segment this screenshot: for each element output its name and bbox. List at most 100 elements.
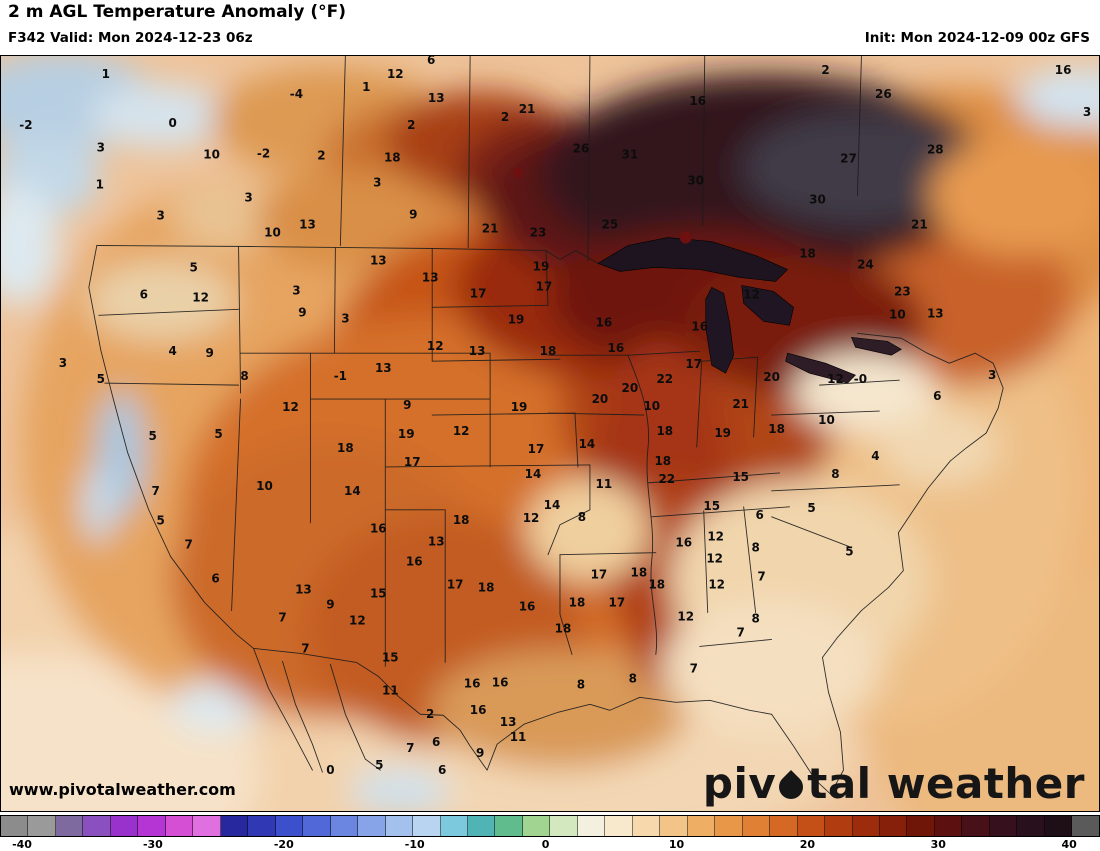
map-value-label: 13 (469, 344, 486, 358)
colorbar-segment (1044, 816, 1073, 836)
map-value-label: 7 (301, 641, 309, 655)
map-value-label: 11 (510, 730, 527, 744)
colorbar-segment (385, 816, 414, 836)
map-value-label: 13 (422, 270, 439, 284)
map-value-label: 4 (169, 344, 177, 358)
map-value-label: -1 (334, 369, 347, 383)
map-value-label: 8 (577, 677, 585, 691)
lake-ontario (850, 336, 902, 356)
colorbar-segment (358, 816, 386, 836)
map-value-label: 15 (370, 587, 387, 601)
map-value-label: 9 (205, 346, 213, 360)
map-value-label: 16 (608, 341, 625, 355)
logo-text-suffix: tal weather (807, 759, 1085, 808)
map-value-label: 6 (432, 735, 440, 749)
map-value-label: 13 (927, 306, 944, 320)
map-value-label: 3 (157, 209, 165, 223)
colorbar-tick-label: 30 (930, 838, 946, 851)
map-value-label: 9 (403, 398, 411, 412)
map-value-label: 21 (911, 218, 928, 232)
map-value-label: 18 (799, 246, 816, 260)
map-value-label: 9 (476, 746, 484, 760)
colorbar-segment (770, 816, 798, 836)
map-value-label: 24 (857, 257, 874, 271)
small-lake (513, 167, 524, 178)
colorbar-segment (440, 816, 468, 836)
map-value-label: 26 (875, 87, 892, 101)
map-value-label: 3 (988, 368, 996, 382)
lake-nipigon (679, 231, 692, 244)
map-value-label: 30 (809, 193, 826, 207)
colorbar-ticks: -40 -30 -20 -10 0 10 20 30 40 (0, 838, 1100, 851)
colorbar-segment (632, 816, 661, 836)
map-value-label: 25 (602, 218, 619, 232)
logo-text-prefix: piv (702, 759, 777, 808)
pivotal-weather-logo: piv tal weather (703, 763, 1085, 805)
anomaly-field (1, 56, 1099, 811)
map-value-label: 5 (189, 260, 197, 274)
map-value-label: 11 (596, 477, 613, 491)
map-value-label: 3 (244, 191, 252, 205)
map-value-label: 7 (690, 661, 698, 675)
map-value-label: 17 (404, 455, 421, 469)
map-value-label: 19 (398, 427, 415, 441)
map-value-label: 6 (140, 287, 148, 301)
map-value-label: 18 (569, 596, 586, 610)
great-lakes (513, 167, 902, 384)
header: 2 m AGL Temperature Anomaly (°F) F342 Va… (0, 0, 1100, 55)
map-value-label: 20 (592, 392, 609, 406)
map-value-label: 10 (256, 479, 273, 493)
map-value-label: 13 (370, 253, 387, 267)
map-value-label: 5 (845, 545, 853, 559)
map-value-label: 12 (523, 511, 540, 525)
map-value-label: 10 (264, 226, 281, 240)
map-value-label: 11 (382, 683, 399, 697)
colorbar-segment (193, 816, 221, 836)
map-value-label: 2 (821, 63, 829, 77)
colorbar-segment (413, 816, 441, 836)
colorbar-tick-label: 20 (799, 838, 816, 851)
map-value-label: 20 (622, 381, 639, 395)
map-value-label: 7 (757, 570, 765, 584)
map-value-label: 8 (240, 369, 248, 383)
colorbar-segment (550, 816, 578, 836)
map-title: 2 m AGL Temperature Anomaly (°F) (8, 2, 347, 22)
map-value-label: 9 (409, 208, 417, 222)
map-value-label: 17 (685, 357, 702, 371)
map-value-label: 18 (555, 621, 572, 635)
map-value-label: 8 (629, 671, 637, 685)
map-value-label: 19 (508, 312, 525, 326)
colorbar-tick-label: -30 (142, 838, 163, 851)
map-value-label: 1 (102, 67, 110, 81)
map-value-label: 16 (519, 600, 536, 614)
colorbar-segment (715, 816, 743, 836)
map-value-label: 21 (482, 222, 499, 236)
colorbar-segment (907, 816, 935, 836)
colorbar-segment (1017, 816, 1045, 836)
colorbar-tick-label: 0 (541, 838, 550, 851)
colorbar-segment (797, 816, 826, 836)
map-value-label: 7 (152, 484, 160, 498)
map-value-label: 1 (362, 80, 370, 94)
map-value-label: 17 (591, 568, 608, 582)
map-value-label: 20 (763, 370, 780, 384)
map-value-label: 12 (708, 578, 725, 592)
map-value-label: 21 (732, 397, 749, 411)
colorbar-scale (0, 815, 1100, 837)
map-value-label: 19 (511, 400, 528, 414)
map-value-label: 19 (533, 259, 550, 273)
colorbar-tick-label: -20 (273, 838, 294, 851)
lake-superior (597, 237, 789, 282)
map-value-label: 6 (427, 56, 435, 67)
map-value-label: 10 (889, 307, 906, 321)
map-value-label: 12 (427, 339, 444, 353)
weather-map[interactable]: 1 -2 0 3 1 10 -2 2 -4 1 12 6 13 2 18 21 2 26 31 30 16 2 26 28 27… (0, 55, 1100, 812)
state-borders (88, 56, 1004, 795)
map-value-label: 18 (631, 566, 648, 580)
colorbar-segment (989, 816, 1018, 836)
map-value-label: 17 (536, 279, 553, 293)
map-value-label: 14 (344, 484, 361, 498)
lake-michigan (705, 286, 734, 374)
